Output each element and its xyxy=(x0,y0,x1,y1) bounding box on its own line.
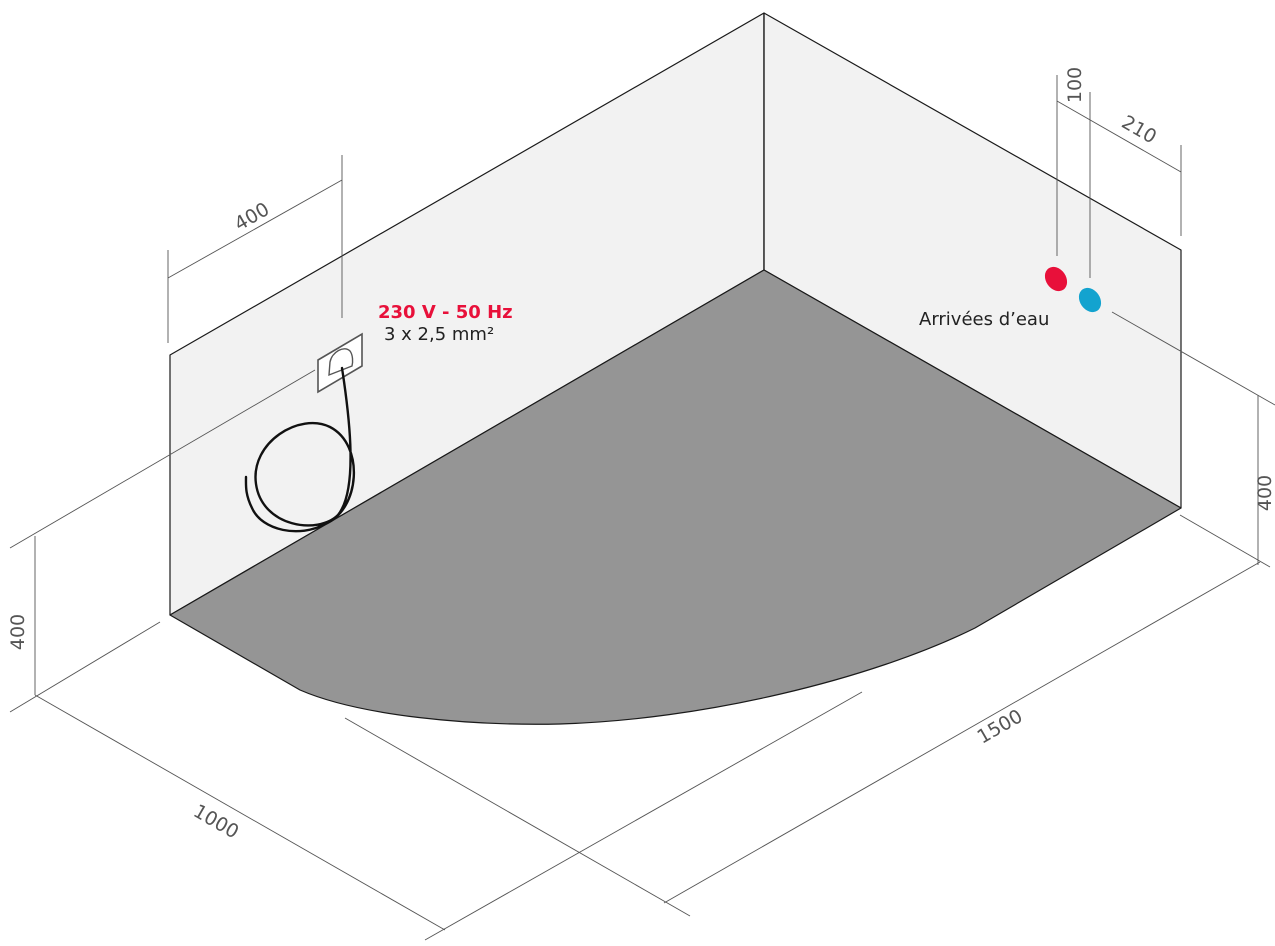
dimension-height-left-label: 400 xyxy=(7,614,29,650)
coiled-cable-icon xyxy=(244,366,355,533)
dimension-depth: 1000 xyxy=(34,691,863,941)
dimension-socket-offset-label: 400 xyxy=(231,198,273,235)
dimension-depth-label: 1000 xyxy=(190,800,243,843)
water-inlets-label: Arrivées d’eau xyxy=(919,309,1049,330)
dimension-water-inlets: 100 210 xyxy=(1056,67,1182,278)
voltage-label: 230 V - 50 Hz xyxy=(378,302,513,323)
dimension-height-right-label: 400 xyxy=(1254,475,1275,511)
dimension-height-right: 400 xyxy=(1111,311,1275,565)
floor-footprint xyxy=(169,269,1182,725)
electrical-socket-icon xyxy=(317,332,363,394)
hot-water-inlet-icon xyxy=(1044,266,1068,292)
dimension-height-left: 400 xyxy=(7,369,316,713)
cold-water-inlet-icon xyxy=(1078,287,1102,313)
dimension-inlet-offset-label: 210 xyxy=(1118,111,1160,148)
cable-spec-label: 3 x 2,5 mm² xyxy=(384,324,494,345)
dimension-length-label: 1500 xyxy=(974,705,1027,748)
dimension-inlet-spacing-label: 100 xyxy=(1064,67,1086,103)
